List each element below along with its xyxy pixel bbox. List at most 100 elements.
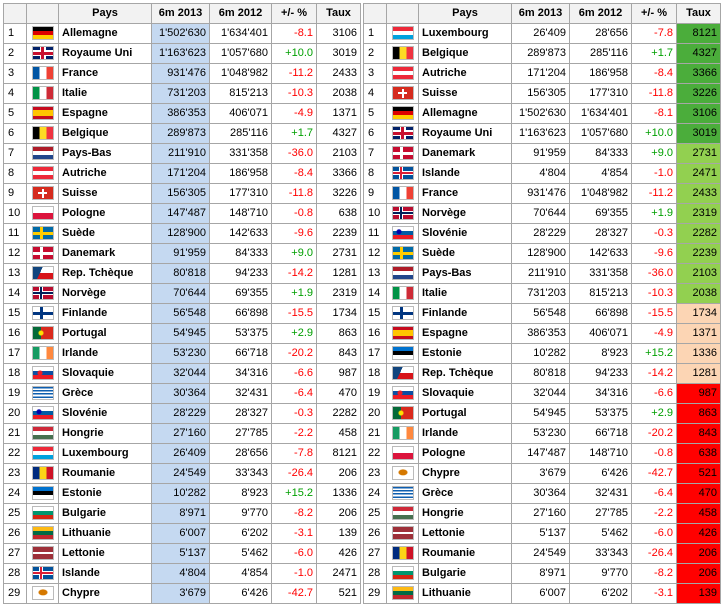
value-2012-cell: 32'431: [569, 483, 632, 504]
rank-cell: 27: [3, 543, 27, 564]
value-2012-cell: 5'462: [209, 543, 272, 564]
value-2013-cell: 70'644: [511, 203, 570, 224]
value-2012-cell: 177'310: [569, 83, 632, 104]
rate-cell: 1371: [316, 103, 361, 124]
country-cell: Lithuanie: [58, 523, 152, 544]
table-row: 2 Royaume Uni 1'163'623 1'057'680 +10.0 3019: [3, 43, 361, 64]
lv-flag-icon: [391, 526, 414, 541]
flag-cell: [386, 183, 419, 204]
value-2013-cell: 26'409: [151, 443, 210, 464]
value-2013-cell: 53'230: [151, 343, 210, 364]
value-2012-cell: 53'375: [209, 323, 272, 344]
value-2012-cell: 186'958: [209, 163, 272, 184]
value-2013-cell: 211'910: [511, 263, 570, 284]
gr-flag-icon: [31, 386, 54, 401]
dk-flag-icon: [391, 146, 414, 161]
value-2012-cell: 6'202: [209, 523, 272, 544]
value-2013-cell: 28'229: [151, 403, 210, 424]
value-2012-cell: 8'923: [209, 483, 272, 504]
value-2012-cell: 285'116: [569, 43, 632, 64]
change-cell: -15.5: [631, 303, 677, 324]
rank-cell: 24: [363, 483, 387, 504]
ee-flag-icon: [31, 486, 54, 501]
rate-cell: 426: [316, 543, 361, 564]
rate-cell: 1336: [316, 483, 361, 504]
it-flag-icon: [31, 86, 54, 101]
table-row: 12 Suède 128'900 142'633 -9.6 2239: [363, 243, 721, 264]
flag-cell: [26, 343, 59, 364]
rank-cell: 6: [363, 123, 387, 144]
is-flag-icon: [31, 566, 54, 581]
value-2013-cell: 32'044: [151, 363, 210, 384]
value-2013-cell: 386'353: [151, 103, 210, 124]
value-2012-cell: 406'071: [209, 103, 272, 124]
value-2012-cell: 34'316: [209, 363, 272, 384]
flag-cell: [26, 183, 59, 204]
table-row: 14 Norvège 70'644 69'355 +1.9 2319: [3, 283, 361, 304]
table-row: 10 Norvège 70'644 69'355 +1.9 2319: [363, 203, 721, 224]
value-2012-cell: 285'116: [209, 123, 272, 144]
country-cell: Autriche: [58, 163, 152, 184]
value-2012-cell: 94'233: [209, 263, 272, 284]
value-2013-cell: 6'007: [151, 523, 210, 544]
change-cell: +2.9: [271, 323, 317, 344]
flag-cell: [386, 343, 419, 364]
value-2012-cell: 406'071: [569, 323, 632, 344]
rank-cell: 29: [363, 583, 387, 604]
rate-cell: 2471: [676, 163, 721, 184]
rate-cell: 4327: [316, 123, 361, 144]
change-cell: -10.3: [271, 83, 317, 104]
country-cell: Slovaquie: [418, 383, 512, 404]
table-row: 2 Belgique 289'873 285'116 +1.7 4327: [363, 43, 721, 64]
rank-cell: 12: [3, 243, 27, 264]
table-row: 1 Luxembourg 26'409 28'656 -7.8 8121: [363, 23, 721, 44]
rate-cell: 206: [676, 563, 721, 584]
flag-cell: [26, 163, 59, 184]
sk-flag-icon: [391, 386, 414, 401]
flag-cell: [26, 83, 59, 104]
country-cell: France: [58, 63, 152, 84]
value-2013-cell: 128'900: [151, 223, 210, 244]
rank-cell: 18: [3, 363, 27, 384]
value-2012-cell: 815'213: [569, 283, 632, 304]
flag-cell: [26, 283, 59, 304]
cy-flag-icon: [31, 586, 54, 601]
flag-cell: [386, 463, 419, 484]
change-cell: -6.0: [271, 543, 317, 564]
value-2013-cell: 1'163'623: [151, 43, 210, 64]
value-2013-cell: 91'959: [151, 243, 210, 264]
table-row: 3 Autriche 171'204 186'958 -8.4 3366: [363, 63, 721, 84]
change-cell: -20.2: [631, 423, 677, 444]
change-cell: -20.2: [271, 343, 317, 364]
value-2012-cell: 69'355: [209, 283, 272, 304]
rank-cell: 16: [3, 323, 27, 344]
value-2012-cell: 148'710: [209, 203, 272, 224]
value-2013-cell: 4'804: [511, 163, 570, 184]
table-row: 17 Irlande 53'230 66'718 -20.2 843: [3, 343, 361, 364]
value-2012-cell: 34'316: [569, 383, 632, 404]
de-flag-icon: [31, 26, 54, 41]
rate-cell: 139: [316, 523, 361, 544]
rank-cell: 16: [363, 323, 387, 344]
value-2013-cell: 56'548: [511, 303, 570, 324]
value-2012-cell: 53'375: [569, 403, 632, 424]
table-row: 1 Allemagne 1'502'630 1'634'401 -8.1 3106: [3, 23, 361, 44]
change-cell: -7.8: [271, 443, 317, 464]
rank-cell: 11: [363, 223, 387, 244]
flag-cell: [26, 563, 59, 584]
country-cell: Portugal: [418, 403, 512, 424]
header-country: Pays: [58, 3, 152, 24]
se-flag-icon: [31, 226, 54, 241]
country-cell: Hongrie: [58, 423, 152, 444]
value-2012-cell: 186'958: [569, 63, 632, 84]
rank-cell: 7: [363, 143, 387, 164]
value-2012-cell: 9'770: [569, 563, 632, 584]
header-row: Pays 6m 2013 6m 2012 +/- % Taux: [3, 3, 361, 24]
country-cell: Rep. Tchèque: [58, 263, 152, 284]
value-2013-cell: 30'364: [151, 383, 210, 404]
rank-cell: 17: [363, 343, 387, 364]
ee-flag-icon: [391, 346, 414, 361]
value-2013-cell: 931'476: [151, 63, 210, 84]
change-cell: -8.1: [271, 23, 317, 44]
de-flag-icon: [391, 106, 414, 121]
